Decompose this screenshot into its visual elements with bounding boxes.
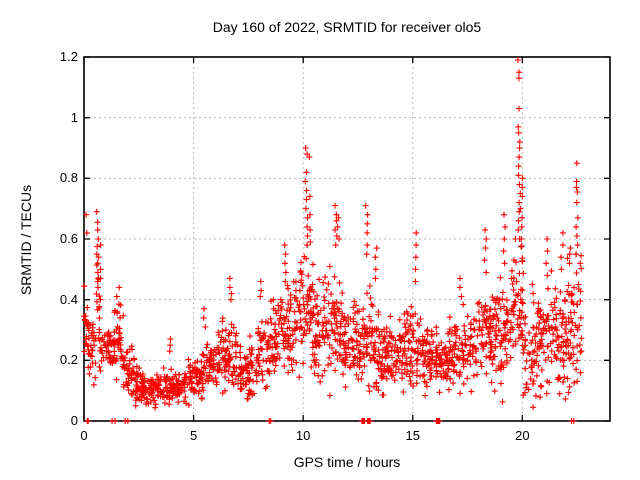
y-tick-label: 0.6 — [59, 231, 78, 246]
y-tick-label: 0.4 — [59, 291, 78, 307]
chart-title: Day 160 of 2022, SRMTID for receiver olo… — [212, 19, 482, 35]
data-points — [81, 57, 585, 424]
y-tick-label: 0.2 — [59, 352, 78, 368]
y-tick-label: 0.8 — [59, 170, 78, 186]
x-axis-label: GPS time / hours — [293, 454, 401, 470]
x-tick-label: 20 — [515, 428, 530, 443]
y-tick-label: 1 — [70, 109, 78, 125]
y-tick-label: 0 — [70, 413, 78, 428]
x-tick-label: 15 — [405, 428, 420, 443]
x-tick-label: 10 — [295, 428, 311, 443]
x-tick-label: 5 — [189, 428, 198, 443]
x-tick-label: 0 — [80, 428, 88, 443]
y-tick-label: 1.2 — [59, 49, 78, 64]
